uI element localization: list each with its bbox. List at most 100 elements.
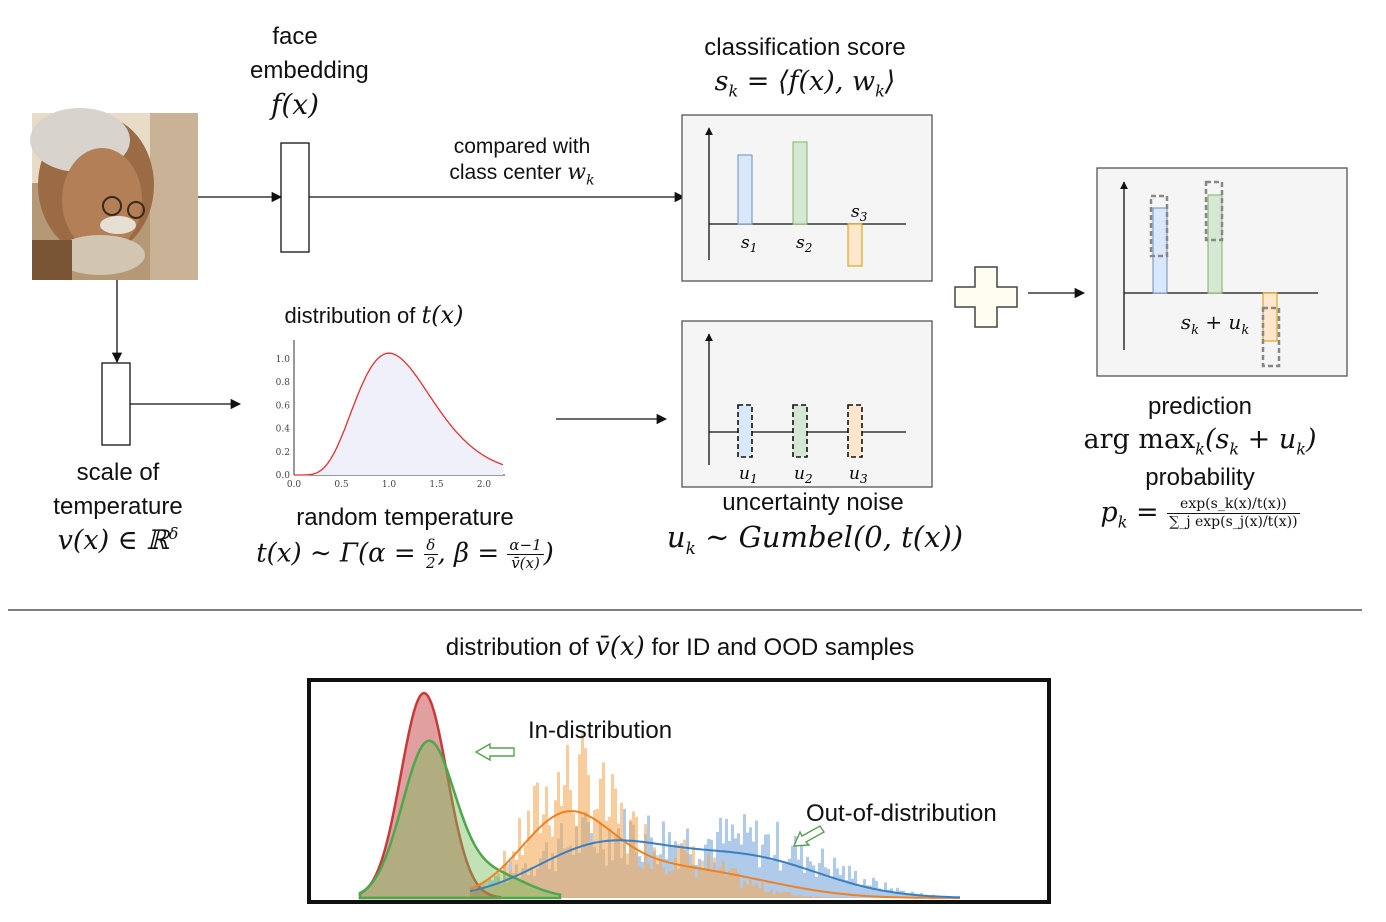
ood-hist-bar	[497, 873, 500, 898]
ood-hist-bar	[731, 868, 734, 898]
ood-hist-bar	[632, 811, 635, 898]
gamma-ytick-label: 0.6	[276, 401, 291, 411]
pred-sub2: k	[1229, 439, 1240, 459]
classification-panel: s1 s2 s3	[681, 114, 933, 282]
ood-hist-bar	[740, 887, 743, 898]
ood-hist-bar	[614, 788, 617, 898]
ood-hist-bar	[869, 885, 872, 898]
ood-hist-bar	[761, 882, 764, 898]
ood-hist-bar	[800, 895, 803, 898]
ood-hist-bar	[692, 846, 695, 898]
ood-pointer-arrow-icon	[792, 825, 826, 847]
ood-hist-bar	[821, 848, 824, 898]
ood-hist-bar	[776, 891, 779, 898]
ood-hist-bar	[734, 838, 737, 898]
ood-hist-bar	[785, 861, 788, 898]
ood-hist-bar	[824, 897, 827, 898]
ood-hist-bar	[752, 885, 755, 898]
scale-label: scale of temperature	[38, 459, 198, 521]
ood-hist-bar	[695, 877, 698, 898]
ood-hist-bar	[569, 790, 572, 898]
ood-hist-bar	[890, 888, 893, 898]
ood-hist-bar	[590, 842, 593, 898]
prob-sub: k	[1117, 512, 1128, 532]
ood-hist-bar	[764, 891, 767, 898]
ood-hist-bar	[656, 855, 659, 898]
ood-hist-bar	[521, 855, 524, 898]
ood-hist-bar	[545, 786, 548, 898]
distribution-title-text: distribution of	[284, 303, 416, 328]
ood-hist-bar	[779, 892, 782, 898]
ood-hist-bar	[653, 847, 656, 898]
bottom-title: distribution of v̄(x) for ID and OOD sam…	[330, 633, 1030, 662]
ood-hist-bar	[794, 895, 797, 898]
ood-hist-bar	[542, 814, 545, 898]
ood-hist-bar	[698, 869, 701, 898]
ood-hist-bar	[596, 809, 599, 898]
label-out-of-distribution: Out-of-distribution	[806, 800, 997, 827]
ood-hist-bar	[809, 896, 812, 898]
ood-hist-bar	[716, 870, 719, 898]
ood-hist-bar	[806, 896, 809, 898]
scale-line1: scale of	[76, 459, 160, 486]
ood-hist-bar	[485, 879, 488, 898]
ood-hist-bar	[626, 853, 629, 898]
unc-u: u	[666, 520, 686, 554]
ood-hist-bar	[722, 861, 725, 898]
formula-inner: = ⟨f(x), w	[738, 66, 876, 97]
ood-hist-bar	[770, 889, 773, 898]
face-photo	[30, 108, 198, 280]
rt-frac1-num: δ	[423, 537, 438, 555]
compare-symbol: w	[567, 160, 587, 185]
ood-hist-bar	[788, 858, 791, 898]
ood-hist-bar	[506, 864, 509, 898]
face-embedding-line2: embedding	[250, 57, 369, 84]
probability-title: probability	[1145, 464, 1255, 491]
ood-hist-bar	[908, 893, 911, 898]
ood-hist-bar	[605, 820, 608, 898]
ood-hist-bar	[719, 867, 722, 898]
pred-argmax: arg max	[1083, 424, 1196, 455]
histogram-panel	[307, 678, 1051, 904]
ood-hist-bar	[584, 748, 587, 898]
bottom-title-pre: distribution of	[445, 634, 596, 661]
ood-hist-bar	[818, 896, 821, 898]
ood-hist-bar	[743, 880, 746, 898]
ood-hist-bar	[821, 897, 824, 898]
ood-hist-bar	[734, 868, 737, 898]
gamma-ytick-label: 1.0	[276, 355, 291, 365]
prediction-formula: arg maxk(sk + uk)	[1050, 424, 1350, 458]
id-pointer-arrow-icon	[474, 742, 515, 762]
ood-hist-bar	[662, 821, 665, 898]
ood-hist-bar	[815, 896, 818, 898]
ood-hist-bar	[887, 889, 890, 898]
unc-u-sub: k	[685, 538, 696, 559]
ood-hist-bar	[518, 818, 521, 898]
ood-hist-bar	[686, 852, 689, 898]
rt-frac1-den: 2	[425, 554, 436, 572]
ood-hist-bar	[650, 837, 653, 898]
ood-hist-bar	[566, 744, 569, 898]
scale-symbol: v(x) ∈ ℝδ	[28, 524, 208, 556]
ood-hist-bar	[770, 860, 773, 898]
ood-hist-bar	[743, 814, 746, 898]
ood-hist-bar	[725, 876, 728, 898]
ood-hist-bar	[602, 762, 605, 898]
ood-hist-bar	[851, 878, 854, 898]
ood-hist-bar	[704, 869, 707, 898]
ood-hist-bar	[767, 892, 770, 898]
ood-hist-bar	[818, 862, 821, 898]
ood-hist-bar	[536, 782, 539, 898]
ood-hist-bar	[863, 879, 866, 898]
ood-hist-bar	[764, 834, 767, 898]
ood-hist-bar	[554, 800, 557, 898]
gamma-xtick-label: 1.0	[382, 480, 397, 490]
ood-hist-bar	[845, 880, 848, 898]
ood-hist-bar	[674, 857, 677, 898]
pred-sub3: k	[1296, 439, 1306, 459]
ood-hist-bar	[758, 888, 761, 898]
scale-symbol-text: v(x) ∈ ℝ	[57, 525, 169, 556]
compare-label-line1: compared with	[453, 135, 591, 158]
ood-hist-bar	[749, 879, 752, 898]
